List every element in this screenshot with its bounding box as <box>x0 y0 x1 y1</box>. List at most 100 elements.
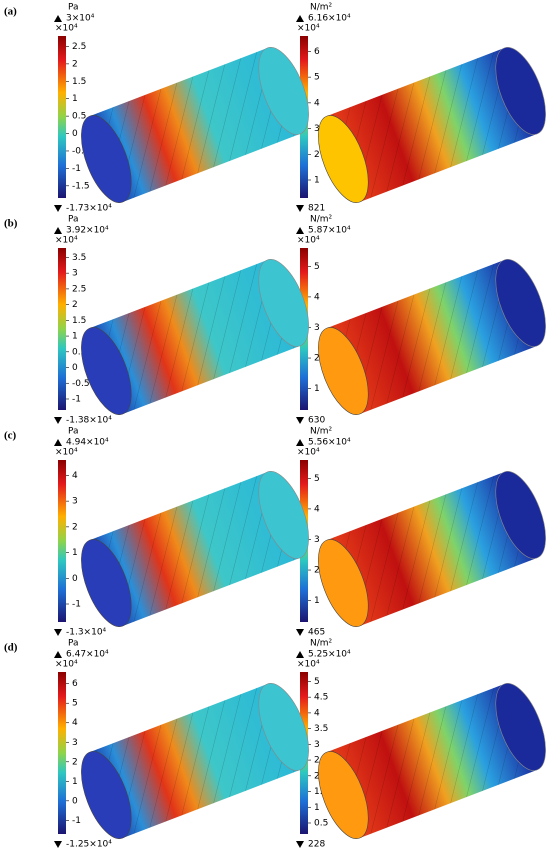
colorbar-tick-label: 2.5 <box>72 42 86 52</box>
colorbar-tick-label: 3 <box>314 740 320 750</box>
colorbar-max: 3×10⁴ <box>66 14 95 24</box>
colorbar-min: 465 <box>308 628 325 638</box>
colorbar-tick-label: 0.5 <box>72 347 86 357</box>
cylinder <box>318 683 546 839</box>
colorbar-tick-label: 4 <box>314 504 320 514</box>
max-marker <box>54 15 62 22</box>
colorbar-tick-label: 5 <box>314 474 320 484</box>
colorbar-multiplier: ×10⁴ <box>55 660 78 670</box>
colorbar <box>58 460 66 622</box>
cylinder-opening <box>318 539 369 627</box>
colorbar-tick-label: 4 <box>314 292 320 302</box>
cylinder-opening <box>81 539 132 627</box>
colorbar-tick-label: 2 <box>314 771 320 781</box>
colorbar-tick-label: 2 <box>72 757 78 767</box>
colorbar-min: -1.73×10⁴ <box>66 204 112 214</box>
colorbar-multiplier: ×10⁴ <box>55 448 78 458</box>
max-marker <box>54 227 62 234</box>
colorbar-tick-label: -0.5 <box>72 146 90 156</box>
max-marker <box>296 15 304 22</box>
colorbar-tick-label: 0 <box>72 363 78 373</box>
colorbar-tick-label: 1.5 <box>72 77 86 87</box>
colorbar <box>58 248 66 410</box>
colorbar-tick-label: -1.5 <box>72 181 90 191</box>
cylinder <box>81 471 309 627</box>
colorbar-tick-label: 1 <box>72 332 78 342</box>
colorbar-tick-label: 0.5 <box>314 818 328 828</box>
colorbar-tick-label: 2 <box>314 150 320 160</box>
colorbar-multiplier: ×10⁴ <box>297 660 320 670</box>
colorbar-unit: Pa <box>68 427 79 437</box>
colorbar-tick-label: 3 <box>314 535 320 545</box>
cylinder-end <box>495 471 546 559</box>
colorbar-tick-label: -1 <box>72 394 81 404</box>
colorbar-unit: Pa <box>68 215 79 225</box>
cylinder-end <box>495 47 546 135</box>
cylinder-opening <box>318 751 369 839</box>
cylinder-opening <box>318 327 369 415</box>
colorbar-unit: N/m² <box>310 3 333 13</box>
cylinder-opening <box>318 115 369 203</box>
colorbar-max: 6.47×10⁴ <box>66 650 109 660</box>
colorbar-tick-label: -1 <box>72 164 81 174</box>
cylinder <box>318 47 546 203</box>
colorbar-tick-label: 1 <box>72 777 78 787</box>
colorbar-max: 4.94×10⁴ <box>66 438 109 448</box>
colorbar-max: 5.87×10⁴ <box>308 226 351 236</box>
colorbar-tick-label: 4 <box>72 718 78 728</box>
cylinder-streamlines <box>326 48 538 202</box>
max-marker <box>54 439 62 446</box>
min-marker <box>54 417 62 424</box>
colorbar-tick-label: 2 <box>72 522 78 532</box>
cylinder-streamlines <box>89 260 301 414</box>
min-marker <box>296 205 304 212</box>
colorbar-unit: Pa <box>68 639 79 649</box>
colorbar-min: 821 <box>308 204 325 214</box>
colorbar-tick-label: 3 <box>72 738 78 748</box>
max-marker <box>296 227 304 234</box>
colorbar-multiplier: ×10⁴ <box>55 24 78 34</box>
cylinder <box>318 259 546 415</box>
max-marker <box>296 651 304 658</box>
min-marker <box>296 629 304 636</box>
colorbar-unit: N/m² <box>310 639 333 649</box>
colorbar-tick-label: 2 <box>72 300 78 310</box>
cylinder <box>81 259 309 415</box>
cylinder-streamlines <box>89 472 301 626</box>
panel-label: (b) <box>4 218 18 230</box>
colorbar <box>58 36 66 198</box>
colorbar-min: 228 <box>308 840 325 850</box>
colorbar-min: -1.3×10⁴ <box>66 628 107 638</box>
colorbar-tick-label: 1 <box>72 94 78 104</box>
cylinder-end <box>258 259 309 347</box>
colorbar-tick-label: -0.5 <box>72 379 90 389</box>
colorbar-tick-label: 1 <box>314 176 320 186</box>
colorbar-tick-label: 2.5 <box>72 284 86 294</box>
cylinder-streamlines <box>326 684 538 838</box>
colorbar-min: 630 <box>308 416 325 426</box>
min-marker <box>296 841 304 848</box>
colorbar-tick-label: 0 <box>72 129 78 139</box>
panel-label: (d) <box>4 642 18 654</box>
colorbar-tick-label: 3.5 <box>72 253 86 263</box>
colorbar-tick-label: 2 <box>314 566 320 576</box>
colorbar-unit: Pa <box>68 3 79 13</box>
colorbar-tick-label: 3.5 <box>314 724 328 734</box>
colorbar-unit: N/m² <box>310 427 333 437</box>
colorbar-min: -1.25×10⁴ <box>66 840 112 850</box>
cylinder-end <box>258 47 309 135</box>
colorbar-tick-label: -1 <box>72 816 81 826</box>
cylinder-opening <box>81 327 132 415</box>
panel-label: (c) <box>4 430 17 442</box>
min-marker <box>296 417 304 424</box>
colorbar-tick-label: 1 <box>314 384 320 394</box>
cylinder-opening <box>81 115 132 203</box>
colorbar-tick-label: 4 <box>72 471 78 481</box>
colorbar-min: -1.38×10⁴ <box>66 416 112 426</box>
colorbar-multiplier: ×10⁴ <box>55 236 78 246</box>
colorbar-tick-label: 1 <box>72 548 78 558</box>
colorbar-tick-label: 2 <box>72 59 78 69</box>
min-marker <box>54 629 62 636</box>
cylinder-end <box>495 683 546 771</box>
